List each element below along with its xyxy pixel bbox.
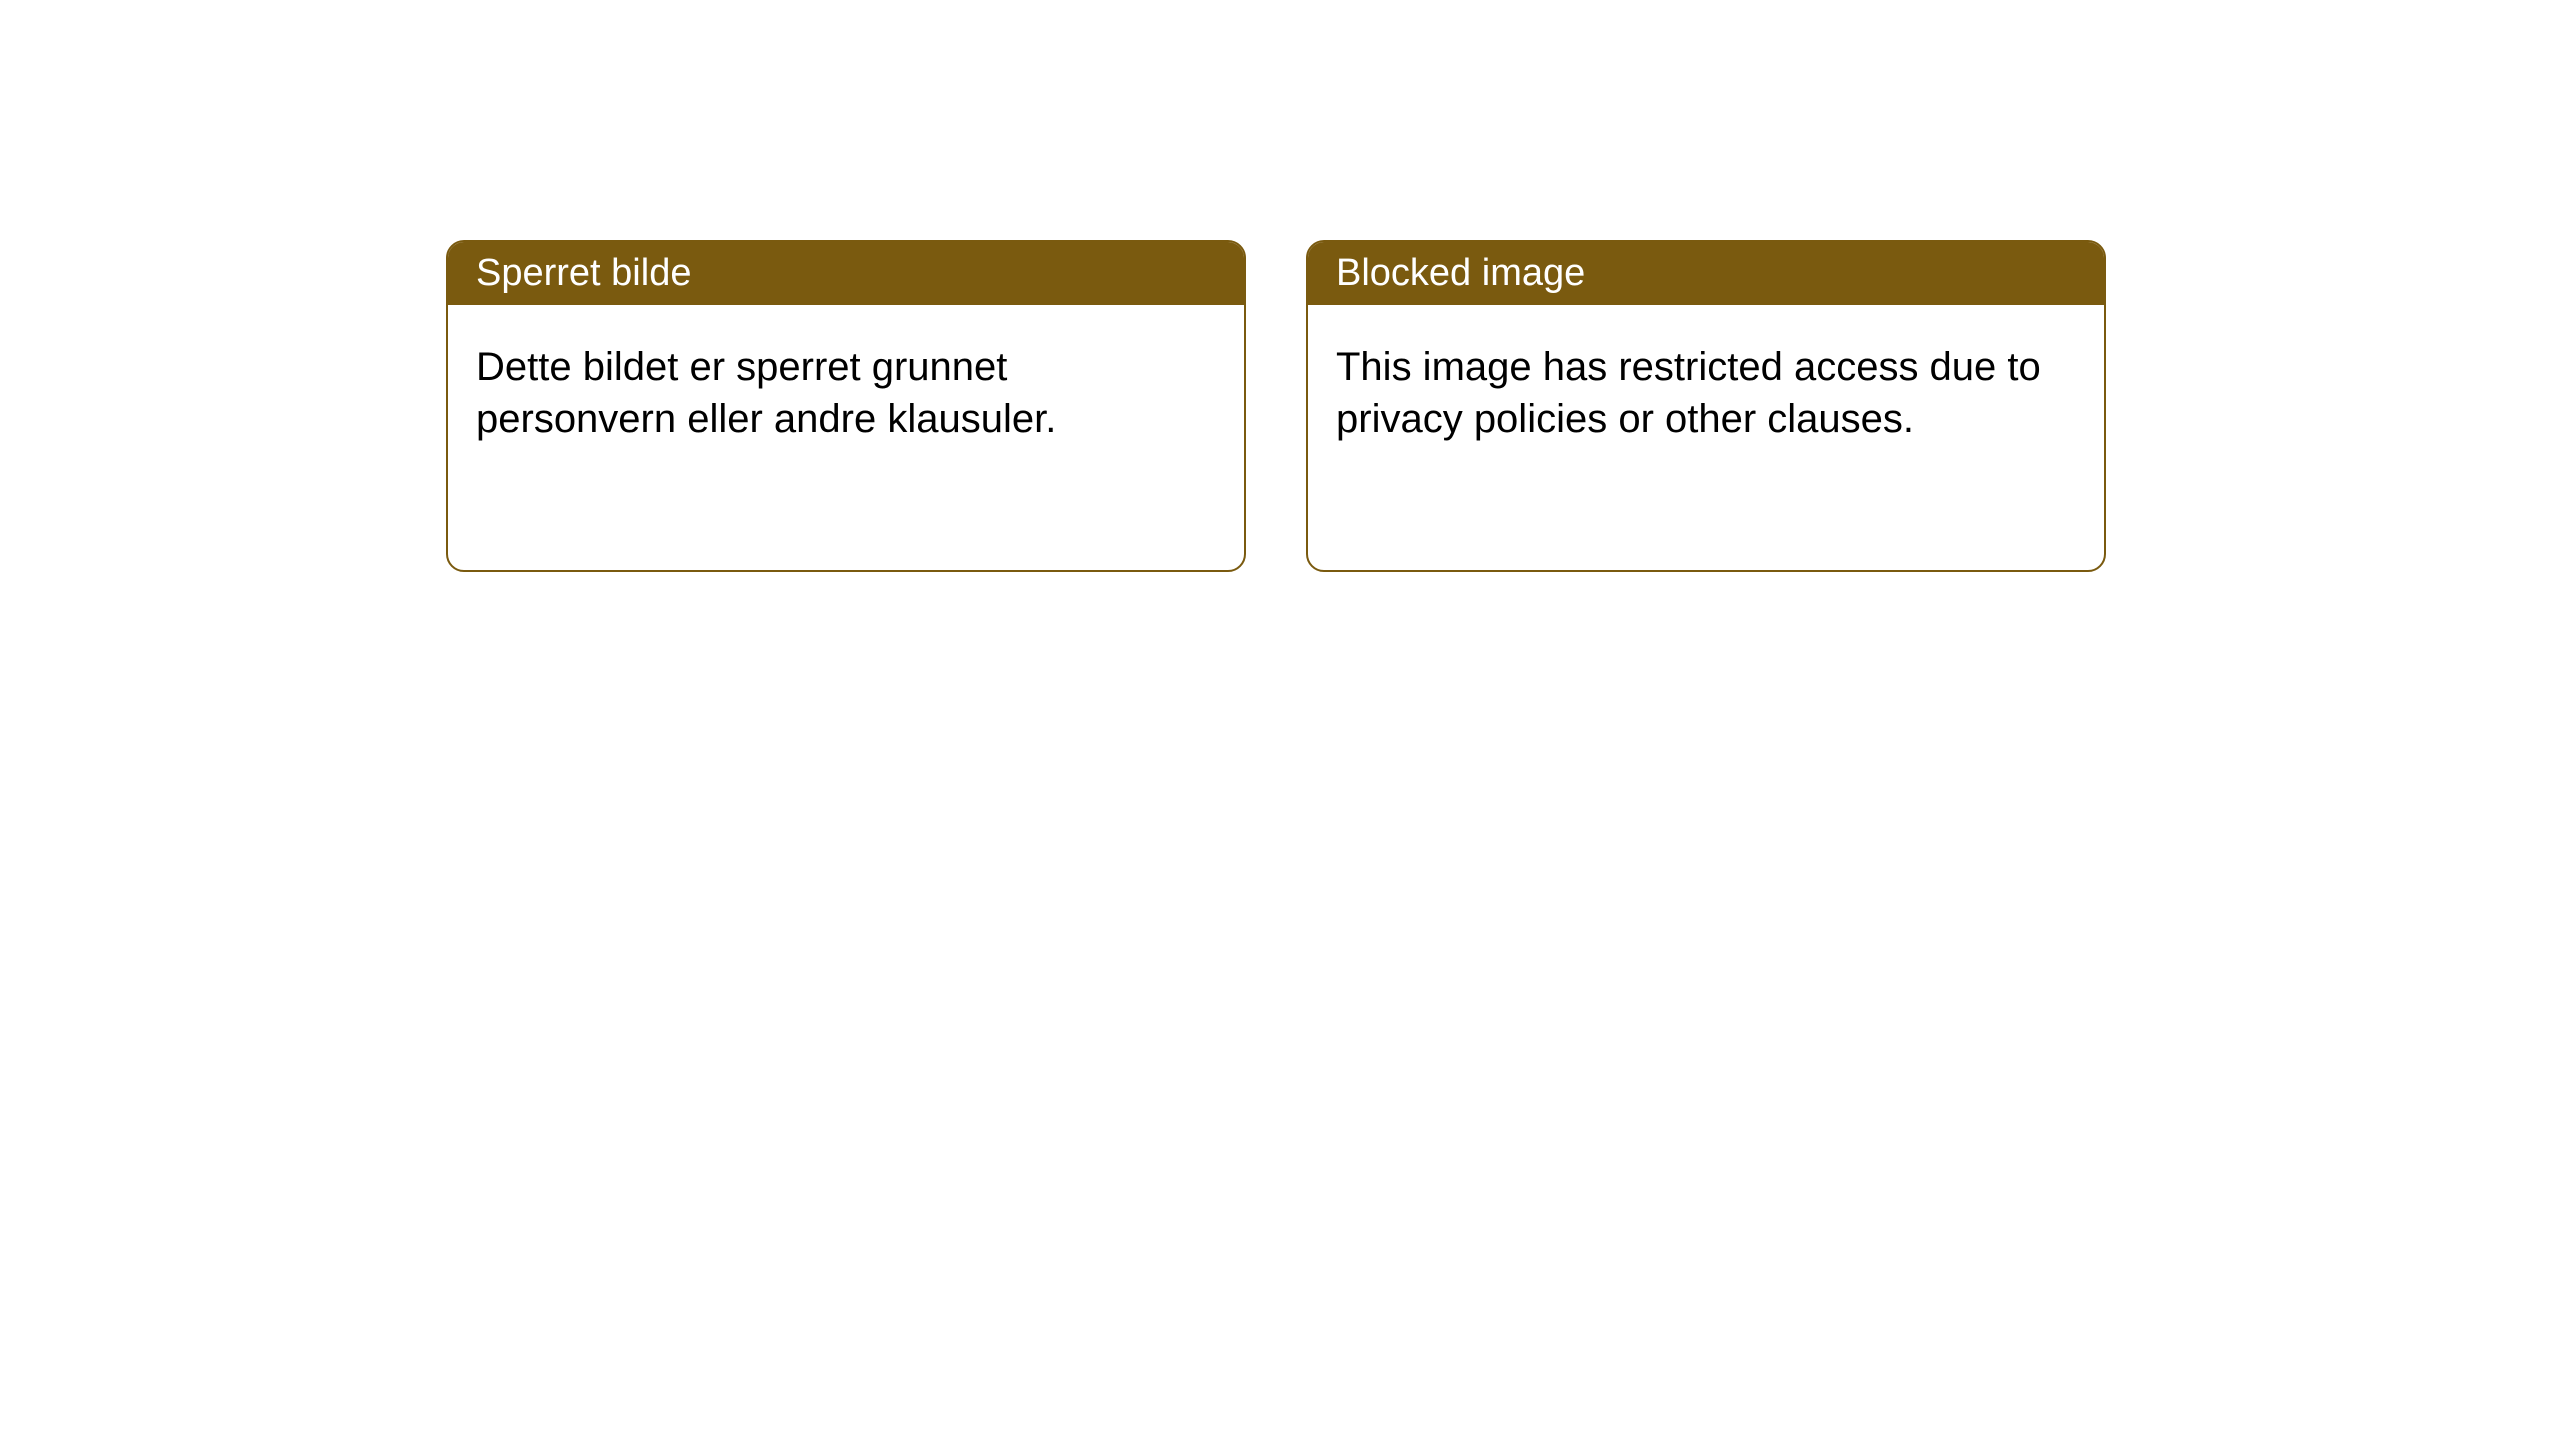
- card-title-en: Blocked image: [1336, 252, 1585, 294]
- cards-container: Sperret bilde Dette bildet er sperret gr…: [0, 0, 2560, 572]
- card-header-en: Blocked image: [1308, 242, 2104, 305]
- card-message-no: Dette bildet er sperret grunnet personve…: [476, 345, 1056, 441]
- blocked-image-card-no: Sperret bilde Dette bildet er sperret gr…: [446, 240, 1246, 572]
- card-header-no: Sperret bilde: [448, 242, 1244, 305]
- blocked-image-card-en: Blocked image This image has restricted …: [1306, 240, 2106, 572]
- card-body-no: Dette bildet er sperret grunnet personve…: [448, 305, 1244, 481]
- card-body-en: This image has restricted access due to …: [1308, 305, 2104, 481]
- card-title-no: Sperret bilde: [476, 252, 691, 294]
- card-message-en: This image has restricted access due to …: [1336, 345, 2041, 441]
